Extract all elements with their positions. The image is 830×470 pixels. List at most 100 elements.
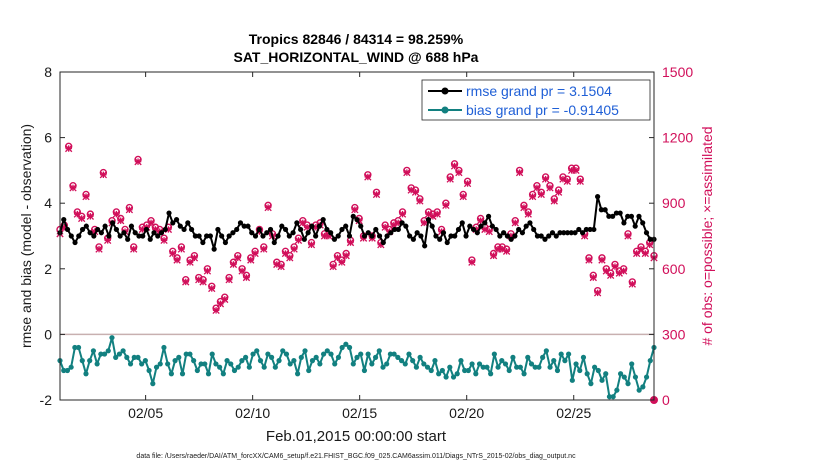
bias-point — [428, 367, 434, 374]
bias-point — [606, 394, 613, 400]
rmse-point — [625, 213, 631, 219]
y-left-tick-label: -2 — [40, 392, 53, 408]
bias-point — [239, 358, 245, 364]
rmse-point — [455, 226, 462, 233]
rmse-point — [628, 213, 635, 219]
bias-point — [495, 364, 501, 370]
x-tick-label: 02/20 — [449, 405, 484, 421]
obs-assimilated-marker — [550, 197, 558, 205]
rmse-point — [140, 233, 146, 239]
rmse-point — [200, 239, 206, 246]
legend-rmse-marker — [441, 87, 449, 95]
rmse-point — [260, 233, 266, 239]
bias-point — [350, 361, 356, 367]
obs-assimilated-marker — [294, 236, 303, 245]
bias-point — [313, 354, 319, 360]
obs-assimilated-marker — [537, 190, 545, 199]
obs-assimilated-marker — [177, 245, 186, 253]
rmse-point — [110, 220, 116, 226]
left-y-axis-ticks: -2 0 2 4 6 8 — [40, 64, 65, 408]
bias-point — [447, 364, 453, 370]
bias-point — [476, 361, 483, 367]
y-left-tick-label: 8 — [44, 64, 52, 80]
bias-point — [346, 344, 353, 351]
bias-point — [302, 348, 308, 354]
bias-point — [320, 351, 327, 357]
rmse-point — [346, 233, 353, 239]
rmse-point — [298, 226, 304, 233]
rmse-point — [324, 226, 330, 233]
obs-assimilated-marker — [182, 278, 190, 286]
rmse-point — [72, 239, 78, 246]
obs-assimilated-marker — [459, 192, 467, 201]
bias-point — [109, 335, 115, 341]
rmse-point — [331, 236, 338, 242]
rmse-point — [444, 239, 450, 246]
x-tick-label: 02/25 — [556, 405, 591, 421]
obs-assimilated-marker — [611, 262, 619, 271]
y-right-tick-label: 900 — [662, 195, 686, 211]
y-axis-right-label: # of obs: o=possible; ×=assimilated — [699, 126, 715, 345]
bias-point — [454, 371, 460, 377]
bias-point — [517, 364, 523, 370]
bias-point — [165, 361, 171, 367]
bias-point — [291, 358, 297, 364]
rmse-point — [267, 226, 274, 233]
obs-assimilated-marker — [264, 203, 272, 212]
obs-assimilated-marker — [624, 232, 632, 240]
bias-point — [332, 361, 338, 367]
bias-point — [105, 348, 111, 354]
bias-point — [577, 367, 583, 374]
bias-point — [384, 361, 390, 367]
rmse-point — [531, 226, 537, 233]
legend-rmse-label: rmse grand pr = 3.1504 — [466, 83, 612, 99]
bias-point — [309, 358, 316, 364]
bias-point — [465, 367, 471, 374]
rmse-point — [613, 210, 620, 216]
bias-point — [269, 354, 275, 360]
rmse-point — [636, 213, 642, 219]
chart-subtitle: SAT_HORIZONTAL_WIND @ 688 hPa — [234, 49, 479, 65]
rmse-point — [399, 220, 405, 226]
obs-assimilated-marker — [520, 203, 528, 212]
bias-point — [324, 348, 330, 354]
rmse-point — [181, 226, 187, 233]
obs-assimilated-marker — [619, 267, 628, 275]
obs-assimilated-marker — [411, 188, 420, 196]
bias-point — [413, 364, 419, 370]
rmse-point — [256, 226, 262, 233]
obs-assimilated-marker — [216, 300, 225, 308]
bias-point — [354, 354, 360, 360]
rmse-point — [572, 230, 578, 236]
rmse-point — [275, 233, 281, 239]
bias-point — [75, 344, 82, 351]
obs-assimilated-marker — [546, 184, 554, 192]
rmse-point — [64, 226, 71, 233]
bias-point — [150, 381, 156, 387]
rmse-point — [61, 217, 67, 223]
rmse-point — [632, 223, 638, 229]
bias-point — [551, 358, 557, 364]
rmse-point — [369, 233, 375, 239]
bias-point — [592, 364, 598, 370]
bias-point — [101, 351, 108, 357]
rmse-point — [350, 213, 356, 219]
rmse-point — [132, 230, 138, 236]
bias-point — [621, 374, 627, 380]
bias-point — [391, 351, 397, 357]
bias-point — [510, 354, 516, 360]
obs-assimilated-marker — [130, 245, 138, 253]
bias-point — [469, 361, 475, 367]
bias-point — [61, 367, 67, 374]
bias-point — [473, 371, 479, 377]
bias-point — [235, 364, 241, 370]
obs-assimilated-marker — [117, 217, 125, 225]
obs-assimilated-marker — [403, 168, 411, 177]
legend: rmse grand pr = 3.1504 bias grand pr = -… — [421, 79, 651, 121]
right-y-axis-ticks: 0 300 600 900 1200 1500 — [649, 64, 693, 408]
rmse-point — [279, 223, 285, 229]
rmse-point — [478, 223, 484, 229]
rmse-point — [211, 246, 217, 252]
bias-point — [573, 361, 579, 367]
bias-point — [83, 371, 89, 377]
